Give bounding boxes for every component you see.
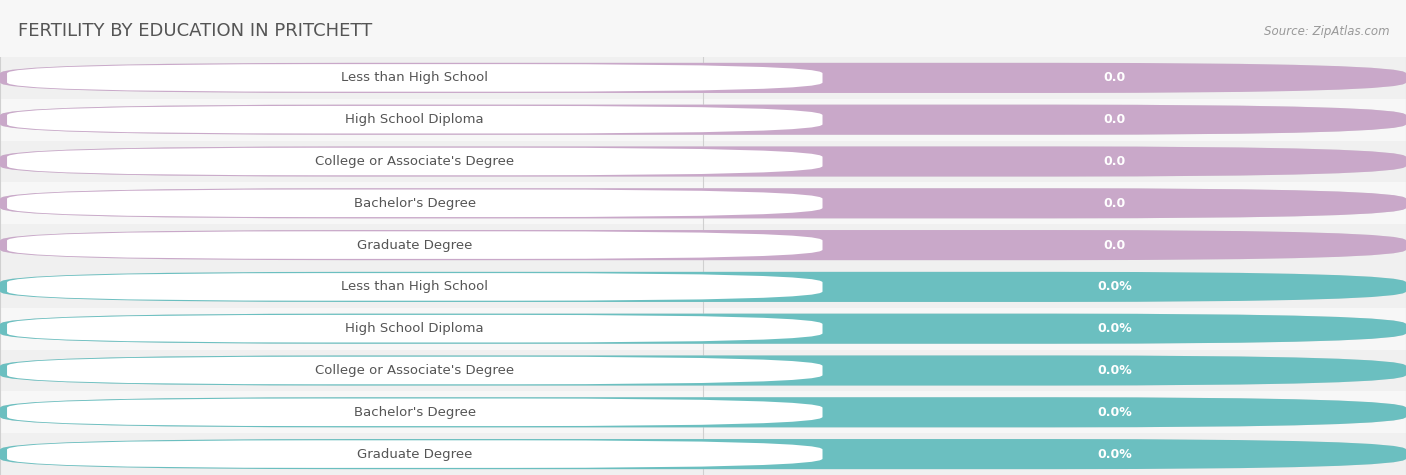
FancyBboxPatch shape xyxy=(7,440,823,468)
Text: Graduate Degree: Graduate Degree xyxy=(357,238,472,252)
FancyBboxPatch shape xyxy=(0,188,1406,219)
FancyBboxPatch shape xyxy=(0,63,1406,93)
Text: 0.0: 0.0 xyxy=(1104,238,1125,252)
Text: Bachelor's Degree: Bachelor's Degree xyxy=(354,197,475,210)
FancyBboxPatch shape xyxy=(0,266,1406,308)
FancyBboxPatch shape xyxy=(7,106,823,133)
FancyBboxPatch shape xyxy=(0,397,1406,428)
FancyBboxPatch shape xyxy=(0,230,1406,260)
FancyBboxPatch shape xyxy=(0,146,1406,177)
Text: College or Associate's Degree: College or Associate's Degree xyxy=(315,155,515,168)
FancyBboxPatch shape xyxy=(0,188,1406,219)
FancyBboxPatch shape xyxy=(0,99,1406,141)
FancyBboxPatch shape xyxy=(0,439,1406,469)
Text: 0.0%: 0.0% xyxy=(1097,322,1132,335)
FancyBboxPatch shape xyxy=(0,230,1406,260)
Text: Less than High School: Less than High School xyxy=(342,71,488,85)
FancyBboxPatch shape xyxy=(0,397,1406,428)
FancyBboxPatch shape xyxy=(0,439,1406,469)
FancyBboxPatch shape xyxy=(0,391,1406,433)
Text: Graduate Degree: Graduate Degree xyxy=(357,447,472,461)
FancyBboxPatch shape xyxy=(0,350,1406,391)
Text: 0.0: 0.0 xyxy=(1104,197,1125,210)
Text: FERTILITY BY EDUCATION IN PRITCHETT: FERTILITY BY EDUCATION IN PRITCHETT xyxy=(18,22,373,40)
Text: Bachelor's Degree: Bachelor's Degree xyxy=(354,406,475,419)
FancyBboxPatch shape xyxy=(7,315,823,342)
FancyBboxPatch shape xyxy=(0,308,1406,350)
FancyBboxPatch shape xyxy=(0,141,1406,182)
Text: 0.0%: 0.0% xyxy=(1097,447,1132,461)
Text: 0.0%: 0.0% xyxy=(1097,406,1132,419)
FancyBboxPatch shape xyxy=(7,148,823,175)
FancyBboxPatch shape xyxy=(0,104,1406,135)
Text: 0.0%: 0.0% xyxy=(1097,280,1132,294)
FancyBboxPatch shape xyxy=(0,57,1406,99)
FancyBboxPatch shape xyxy=(7,273,823,301)
FancyBboxPatch shape xyxy=(0,146,1406,177)
FancyBboxPatch shape xyxy=(0,433,1406,475)
FancyBboxPatch shape xyxy=(0,224,1406,266)
FancyBboxPatch shape xyxy=(0,272,1406,302)
FancyBboxPatch shape xyxy=(0,314,1406,344)
FancyBboxPatch shape xyxy=(0,355,1406,386)
FancyBboxPatch shape xyxy=(0,63,1406,93)
Text: 0.0: 0.0 xyxy=(1104,71,1125,85)
FancyBboxPatch shape xyxy=(0,104,1406,135)
FancyBboxPatch shape xyxy=(7,231,823,259)
Text: Less than High School: Less than High School xyxy=(342,280,488,294)
FancyBboxPatch shape xyxy=(7,64,823,92)
FancyBboxPatch shape xyxy=(0,182,1406,224)
FancyBboxPatch shape xyxy=(0,314,1406,344)
Text: 0.0: 0.0 xyxy=(1104,113,1125,126)
FancyBboxPatch shape xyxy=(0,272,1406,302)
Text: High School Diploma: High School Diploma xyxy=(346,113,484,126)
Text: College or Associate's Degree: College or Associate's Degree xyxy=(315,364,515,377)
Text: 0.0%: 0.0% xyxy=(1097,364,1132,377)
FancyBboxPatch shape xyxy=(0,355,1406,386)
Text: Source: ZipAtlas.com: Source: ZipAtlas.com xyxy=(1264,25,1389,38)
FancyBboxPatch shape xyxy=(7,190,823,217)
Text: 0.0: 0.0 xyxy=(1104,155,1125,168)
Text: High School Diploma: High School Diploma xyxy=(346,322,484,335)
FancyBboxPatch shape xyxy=(7,399,823,426)
FancyBboxPatch shape xyxy=(7,357,823,384)
